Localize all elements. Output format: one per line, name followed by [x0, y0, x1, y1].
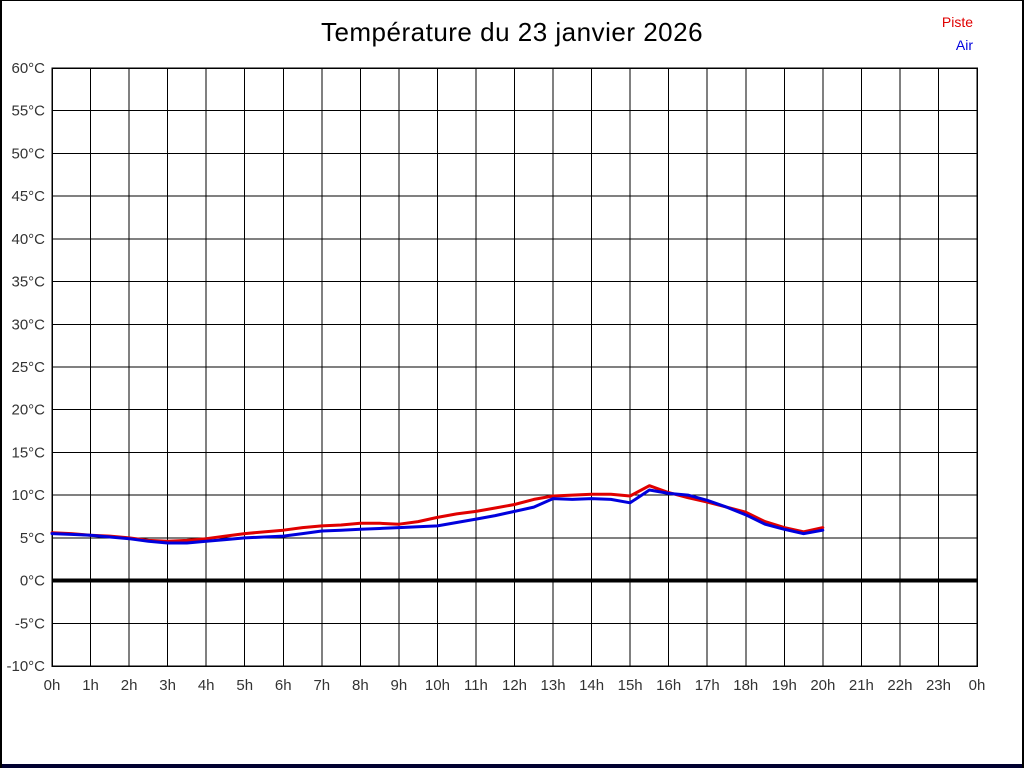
y-tick-label: 20°C [11, 402, 45, 419]
x-tick-label: 0h [44, 677, 61, 694]
x-tick-label: 8h [352, 677, 369, 694]
y-tick-label: 10°C [11, 487, 45, 504]
x-tick-label: 15h [618, 677, 643, 694]
y-tick-label: 25°C [11, 359, 45, 376]
x-tick-label: 14h [579, 677, 604, 694]
chart-legend: Piste Air [942, 11, 973, 57]
y-tick-label: 60°C [11, 60, 45, 77]
x-tick-label: 21h [849, 677, 874, 694]
y-tick-label: 55°C [11, 103, 45, 120]
y-tick-label: 30°C [11, 316, 45, 333]
y-tick-label: 50°C [11, 145, 45, 162]
x-tick-label: 5h [236, 677, 253, 694]
x-tick-label: 2h [121, 677, 138, 694]
x-tick-label: 6h [275, 677, 292, 694]
footer-bar [2, 764, 1022, 768]
x-tick-label: 9h [391, 677, 408, 694]
y-tick-label: -10°C [6, 658, 45, 675]
x-tick-label: 22h [887, 677, 912, 694]
series-line-piste [50, 484, 825, 543]
y-tick-label: 15°C [11, 444, 45, 461]
x-tick-label: 4h [198, 677, 215, 694]
x-tick-label: 20h [810, 677, 835, 694]
y-tick-label: 40°C [11, 231, 45, 248]
x-tick-label: 12h [502, 677, 527, 694]
x-tick-label: 18h [733, 677, 758, 694]
y-tick-label: 5°C [20, 530, 45, 547]
x-tick-label: 1h [82, 677, 99, 694]
y-tick-label: 45°C [11, 188, 45, 205]
x-tick-label: 23h [926, 677, 951, 694]
x-tick-label: 13h [541, 677, 566, 694]
x-tick-label: 16h [656, 677, 681, 694]
x-tick-label: 17h [695, 677, 720, 694]
x-tick-label: 19h [772, 677, 797, 694]
x-tick-label: 0h [969, 677, 986, 694]
x-tick-label: 3h [159, 677, 176, 694]
plot-border [51, 67, 978, 667]
legend-item-air: Air [955, 37, 973, 53]
y-tick-label: 35°C [11, 274, 45, 291]
y-tick-label: -5°C [15, 615, 45, 632]
y-tick-label: 0°C [20, 573, 45, 590]
legend-item-piste: Piste [941, 14, 973, 30]
chart-title: Température du 23 janvier 2026 [320, 17, 704, 47]
x-tick-label: 11h [464, 677, 488, 694]
x-tick-label: 7h [313, 677, 330, 694]
series-line-air [50, 488, 825, 545]
x-tick-label: 10h [425, 677, 450, 694]
